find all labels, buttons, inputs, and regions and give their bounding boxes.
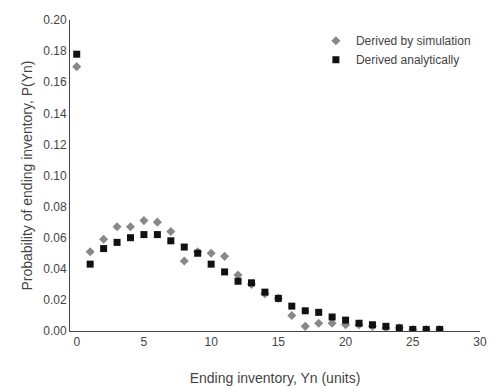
svg-text:0.14: 0.14 xyxy=(43,107,67,121)
svg-text:0.06: 0.06 xyxy=(43,231,67,245)
svg-text:0.00: 0.00 xyxy=(43,324,67,338)
svg-text:Ending inventory, Yn (units): Ending inventory, Yn (units) xyxy=(190,370,361,386)
svg-text:0.12: 0.12 xyxy=(43,138,67,152)
svg-text:30: 30 xyxy=(473,335,487,349)
svg-text:0.02: 0.02 xyxy=(43,293,67,307)
svg-text:5: 5 xyxy=(141,335,148,349)
svg-text:10: 10 xyxy=(204,335,218,349)
svg-text:Derived by simulation: Derived by simulation xyxy=(356,34,471,48)
svg-text:Probability of ending inventor: Probability of ending inventory, P(Yn) xyxy=(19,60,35,290)
svg-text:0.18: 0.18 xyxy=(43,44,67,58)
svg-text:0.16: 0.16 xyxy=(43,75,67,89)
svg-text:Derived analytically: Derived analytically xyxy=(356,53,459,67)
svg-text:0.04: 0.04 xyxy=(43,262,67,276)
svg-text:0.08: 0.08 xyxy=(43,200,67,214)
svg-text:20: 20 xyxy=(339,335,353,349)
svg-text:15: 15 xyxy=(272,335,286,349)
svg-text:0.10: 0.10 xyxy=(43,169,67,183)
svg-text:25: 25 xyxy=(406,335,420,349)
svg-text:0.20: 0.20 xyxy=(43,13,67,27)
svg-text:0: 0 xyxy=(73,335,80,349)
